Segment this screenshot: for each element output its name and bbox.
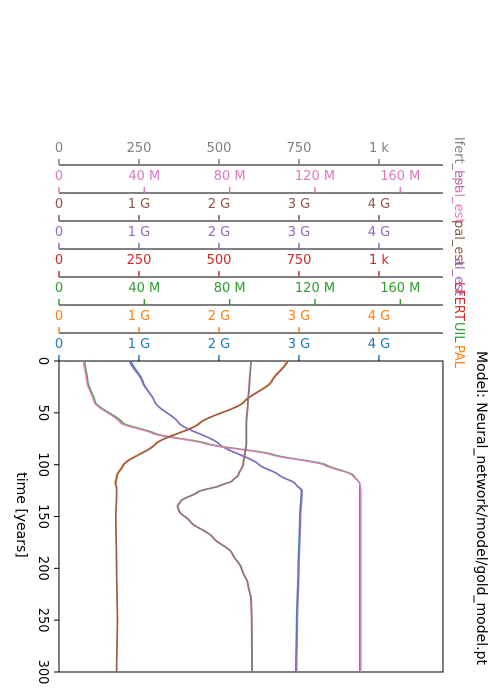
axis-tick-label-PAL: 0 <box>55 309 63 324</box>
axis-tick-label-AL: 1 G <box>128 337 150 352</box>
axis-tick-label-lfert_est: 500 <box>207 141 232 156</box>
axis-tick-label-Lpal_est: 120 M <box>295 169 335 184</box>
axis-name-Lpal_est: Lpal_est <box>451 170 466 223</box>
series-line-Lpal_est <box>82 360 362 672</box>
axis-tick-label-lfert_est: 0 <box>55 141 63 156</box>
y-tick-label: 0 <box>35 357 50 365</box>
axis-tick-label-LFERT: 750 <box>287 253 312 268</box>
axis-tick-label-LFERT: 250 <box>127 253 152 268</box>
axis-tick-label-pal_est: 1 G <box>128 197 150 212</box>
series-line-al_est <box>128 360 304 673</box>
y-axis-label: time [years] <box>13 472 29 558</box>
series-line-pal_est <box>114 360 289 673</box>
axis-tick-label-PAL: 1 G <box>128 309 150 324</box>
time-axis: 0 50 100 150 200 250 300 <box>35 357 59 685</box>
series-line-lfert_est <box>176 360 254 672</box>
axis-tick-label-LFERT: 1 k <box>369 253 389 268</box>
axis-name-UIL: UIL <box>451 322 466 343</box>
axis-tick-label-AL: 4 G <box>368 337 390 352</box>
axis-tick-label-PAL: 4 G <box>368 309 390 324</box>
axis-tick-label-LFERT: 0 <box>55 253 63 268</box>
axis-tick-label-Lpal_est: 80 M <box>214 169 246 184</box>
axis-tick-label-Lpal_est: 0 <box>55 169 63 184</box>
axis-tick-label-PAL: 2 G <box>208 309 230 324</box>
chart-title: Model: Neural_network/model/gold_model.p… <box>473 351 489 665</box>
axis-tick-label-AL: 0 <box>55 337 63 352</box>
axis-tick-label-AL: 3 G <box>288 337 310 352</box>
axis-tick-label-lfert_est: 250 <box>127 141 152 156</box>
axis-tick-label-UIL: 160 M <box>380 281 420 296</box>
axis-tick-label-LFERT: 500 <box>207 253 232 268</box>
axis-name-LFERT: LFERT <box>451 282 466 321</box>
axis-tick-label-Lpal_est: 160 M <box>380 169 420 184</box>
axis-tick-label-pal_est: 3 G <box>288 197 310 212</box>
axis-name-AL: AL <box>0 0 17 4</box>
axis-tick-label-lfert_est: 1 k <box>369 141 389 156</box>
axis-tick-label-pal_est: 4 G <box>368 197 390 212</box>
axis-tick-label-PAL: 3 G <box>288 309 310 324</box>
axis-tick-label-al_est: 3 G <box>288 225 310 240</box>
series-line-AL <box>130 360 303 673</box>
y-tick-label: 200 <box>35 556 50 581</box>
axis-tick-label-Lpal_est: 40 M <box>128 169 160 184</box>
axis-tick-label-pal_est: 0 <box>55 197 63 212</box>
y-tick-label: 50 <box>35 405 50 422</box>
axis-tick-label-lfert_est: 750 <box>287 141 312 156</box>
y-tick-label: 100 <box>35 452 50 477</box>
axis-tick-label-al_est: 1 G <box>128 225 150 240</box>
axis-tick-label-pal_est: 2 G <box>208 197 230 212</box>
y-tick-label: 250 <box>35 608 50 633</box>
axis-name-PAL: PAL <box>451 345 466 369</box>
series-lines <box>82 360 362 673</box>
axis-tick-label-UIL: 80 M <box>214 281 246 296</box>
series-line-PAL <box>114 360 288 673</box>
axis-name-pal_est: pal_est <box>451 220 466 266</box>
axis-tick-label-UIL: 120 M <box>295 281 335 296</box>
parallel-axes: 0 250 500 750 1 k lfert_est 0 40 M 80 M 120 M 160 … <box>0 0 466 369</box>
y-tick-label: 300 <box>35 660 50 685</box>
axis-tick-label-UIL: 40 M <box>128 281 160 296</box>
series-line-UIL <box>83 360 361 672</box>
y-tick-label: 150 <box>35 504 50 529</box>
axis-tick-label-al_est: 4 G <box>368 225 390 240</box>
axis-tick-label-UIL: 0 <box>55 281 63 296</box>
axis-tick-label-al_est: 0 <box>55 225 63 240</box>
axis-tick-label-AL: 2 G <box>208 337 230 352</box>
axis-name-lfert_est: lfert_est <box>451 137 466 190</box>
axis-name-al_est: al_est <box>451 258 466 296</box>
series-line-LFERT <box>176 360 253 672</box>
axis-tick-label-al_est: 2 G <box>208 225 230 240</box>
